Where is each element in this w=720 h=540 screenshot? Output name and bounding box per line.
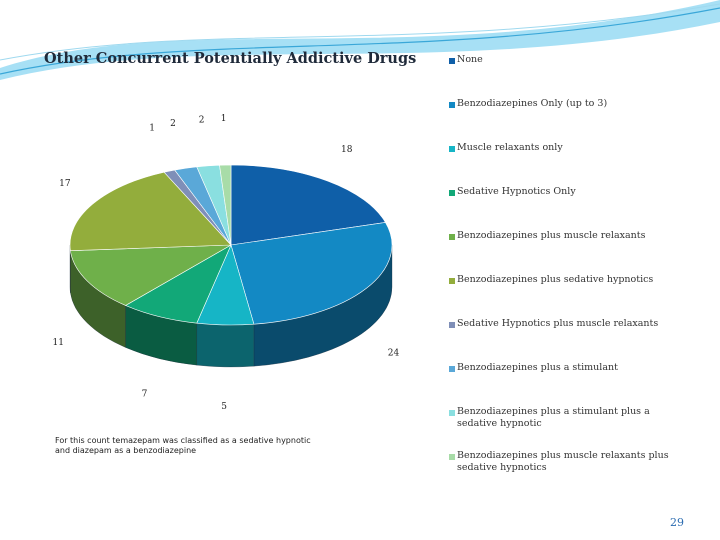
legend-item: Sedative Hypnotics plus muscle relaxants [449, 318, 679, 330]
pie-label-6: 1 [149, 123, 155, 133]
legend-item: Benzodiazepines Only (up to 3) [449, 98, 679, 110]
pie-label-9: 1 [221, 114, 227, 124]
legend-label: None [457, 54, 483, 65]
legend-swatch [449, 322, 455, 328]
legend-label: Sedative Hypnotics Only [457, 186, 576, 197]
legend-swatch [449, 146, 455, 152]
legend-swatch [449, 278, 455, 284]
pie-side-2 [196, 323, 255, 368]
legend-label: Muscle relaxants only [457, 142, 563, 153]
pie-slice-0 [230, 164, 386, 246]
legend-item: None [449, 54, 679, 66]
legend-label: Benzodiazepines plus muscle relaxants [457, 230, 646, 241]
pie-sides [69, 244, 393, 368]
legend-swatch [449, 190, 455, 196]
legend-item: Benzodiazepines plus a stimulant [449, 362, 679, 374]
pie-label-0: 18 [341, 145, 353, 155]
legend-label: Benzodiazepines plus a stimulant [457, 362, 618, 373]
pie-slice-4 [70, 244, 232, 306]
legend-label: Benzodiazepines Only (up to 3) [457, 98, 608, 109]
legend-item: Benzodiazepines plus muscle relaxants [449, 230, 679, 242]
pie-label-7: 2 [170, 119, 176, 129]
legend-item: Benzodiazepines plus sedative hypnotics [449, 274, 679, 286]
pie-slice-1 [230, 222, 393, 325]
legend-swatch [449, 366, 455, 372]
legend-swatch [449, 454, 455, 460]
pie-label-4: 11 [53, 338, 64, 348]
pie-slice-9 [219, 164, 232, 246]
pie-label-5: 17 [59, 179, 71, 189]
pie-label-2: 5 [221, 402, 227, 412]
legend-item: Muscle relaxants only [449, 142, 679, 154]
legend-item: Benzodiazepines plus muscle relaxants pl… [449, 450, 679, 474]
footnote: For this count temazepam was classified … [55, 436, 311, 455]
page-number: 29 [670, 516, 684, 529]
legend-item: Sedative Hypnotics Only [449, 186, 679, 198]
pie-label-1: 24 [388, 349, 400, 359]
legend-item: Benzodiazepines plus a stimulant plus a … [449, 406, 679, 430]
pie-data-labels: 18 24 5 7 11 17 1 2 2 1 [53, 114, 400, 412]
legend-label: Benzodiazepines plus sedative hypnotics [457, 274, 654, 285]
legend-swatch [449, 58, 455, 64]
pie-slice-5 [69, 171, 232, 252]
pie-tops [69, 164, 393, 326]
legend-swatch [449, 234, 455, 240]
legend-swatch [449, 102, 455, 108]
legend-swatch [449, 410, 455, 416]
slide-title: Other Concurrent Potentially Addictive D… [44, 50, 417, 67]
pie-label-3: 7 [142, 390, 148, 400]
legend-label: Sedative Hypnotics plus muscle relaxants [457, 318, 659, 329]
legend-label: Benzodiazepines plus muscle relaxants pl… [457, 450, 669, 473]
legend-label: Benzodiazepines plus a stimulant plus a … [457, 406, 650, 429]
pie-label-8: 2 [199, 115, 205, 125]
header-swoosh [0, 0, 720, 80]
